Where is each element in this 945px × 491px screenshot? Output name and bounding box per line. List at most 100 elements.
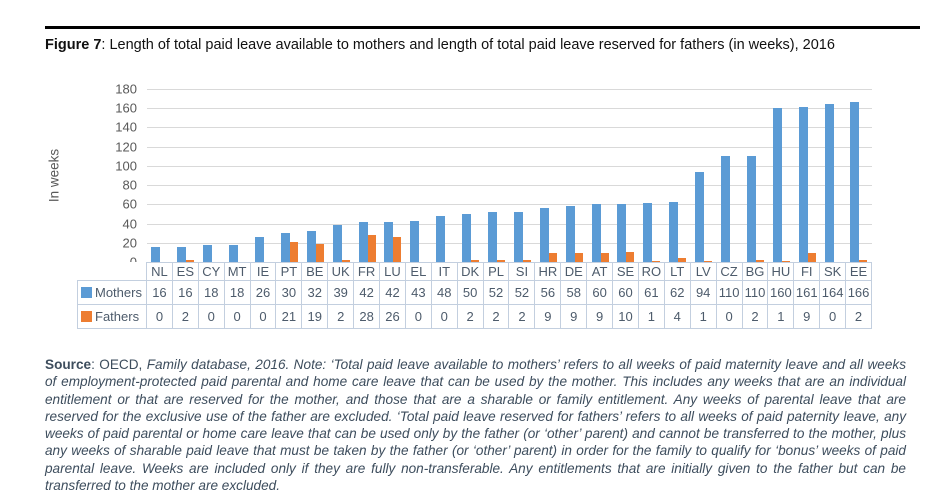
table-value-mothers-PL: 52 (483, 281, 510, 305)
legend-swatch-fathers (81, 311, 92, 322)
bar-fathers-HU (781, 261, 790, 262)
table-header-BG: BG (742, 262, 769, 281)
bar-fathers-FR (367, 235, 376, 262)
legend-label-fathers: Fathers (95, 309, 140, 324)
table-header-ES: ES (172, 262, 199, 281)
gridline-80 (147, 185, 872, 187)
table-value-fathers-HU: 1 (768, 305, 795, 329)
table-header-LU: LU (380, 262, 406, 281)
category-UK (328, 89, 354, 262)
table-value-fathers-FI: 9 (794, 305, 821, 329)
category-LU (380, 89, 406, 262)
y-axis-title-label: In weeks (46, 148, 62, 203)
bar-fathers-DE (574, 253, 583, 262)
table-corner-blank (77, 262, 147, 281)
gridline-40 (147, 223, 872, 225)
table-header-CY: CY (198, 262, 225, 281)
table-value-fathers-BG: 2 (742, 305, 769, 329)
y-tick-label-120: 120 (115, 139, 137, 155)
note-body: Family database, 2016. Note: ‘Total paid… (45, 357, 906, 491)
table-value-mothers-LT: 62 (664, 281, 691, 305)
gridline-160 (147, 108, 872, 110)
bar-fathers-BG (755, 260, 764, 262)
category-CZ (717, 89, 743, 262)
bar-fathers-FI (807, 253, 816, 262)
category-EL (406, 89, 432, 262)
table-header-NL: NL (147, 262, 173, 281)
bar-mothers-ES (177, 246, 187, 262)
bar-mothers-HU (772, 108, 782, 262)
table-value-mothers-UK: 39 (328, 281, 355, 305)
table-value-mothers-ES: 16 (172, 281, 199, 305)
bar-fathers-EE (859, 260, 868, 262)
bar-fathers-SE (626, 252, 635, 262)
category-SE (613, 89, 639, 262)
category-PT (276, 89, 302, 262)
table-value-fathers-CZ: 0 (716, 305, 743, 329)
table-value-mothers-IE: 26 (250, 281, 277, 305)
gridline-180 (147, 89, 872, 90)
table-value-fathers-IT: 0 (431, 305, 458, 329)
category-NL (147, 89, 173, 262)
table-value-mothers-SI: 52 (509, 281, 536, 305)
table-header-EE: EE (846, 262, 872, 281)
y-axis-ticks: 180160140120100806040200 (95, 82, 141, 270)
bar-mothers-BG (746, 156, 756, 262)
category-DE (561, 89, 587, 262)
table-value-fathers-SI: 2 (509, 305, 536, 329)
y-tick-label-60: 60 (122, 196, 137, 212)
bars-row (147, 89, 872, 262)
category-DK (458, 89, 484, 262)
bar-mothers-UK (332, 224, 342, 262)
category-PL (484, 89, 510, 262)
table-value-fathers-LT: 4 (664, 305, 691, 329)
table-value-fathers-ES: 2 (172, 305, 199, 329)
category-MT (225, 89, 251, 262)
gridline-120 (147, 146, 872, 148)
table-value-mothers-IT: 48 (431, 281, 458, 305)
table-value-mothers-MT: 18 (224, 281, 251, 305)
category-LT (665, 89, 691, 262)
table-value-mothers-NL: 16 (147, 281, 173, 305)
gridline-100 (147, 165, 872, 167)
table-value-mothers-SE: 60 (613, 281, 639, 305)
table-header-PT: PT (276, 262, 303, 281)
table-value-mothers-FI: 161 (794, 281, 821, 305)
table-value-mothers-AT: 60 (587, 281, 614, 305)
table-value-fathers-RO: 1 (638, 305, 665, 329)
table-value-fathers-EE: 2 (846, 305, 872, 329)
bar-mothers-DK (462, 213, 472, 262)
table-value-fathers-MT: 0 (224, 305, 251, 329)
bar-mothers-SK (824, 104, 834, 262)
table-value-fathers-PL: 2 (483, 305, 510, 329)
category-HU (768, 89, 794, 262)
bar-fathers-SI (522, 260, 531, 262)
table-header-IT: IT (431, 262, 458, 281)
bar-mothers-IT (436, 215, 446, 262)
gridline-60 (147, 204, 872, 206)
table-header-EL: EL (405, 262, 432, 281)
bar-mothers-RO (643, 203, 653, 262)
table-header-MT: MT (224, 262, 251, 281)
bar-mothers-CY (203, 244, 213, 262)
source-note: Source: OECD, Family database, 2016. Not… (45, 356, 906, 491)
category-IE (251, 89, 277, 262)
y-tick-label-100: 100 (115, 158, 137, 174)
bar-mothers-AT (591, 204, 601, 262)
bar-fathers-PT (289, 241, 298, 262)
figure-number: Figure 7 (45, 37, 102, 53)
table-header-FR: FR (354, 262, 381, 281)
table-value-fathers-BE: 19 (302, 305, 329, 329)
bar-fathers-LU (393, 237, 402, 262)
category-EE (846, 89, 872, 262)
bar-fathers-ES (186, 260, 195, 262)
legend-mothers: Mothers (77, 281, 147, 305)
gridline-140 (147, 127, 872, 129)
category-BE (302, 89, 328, 262)
table-value-fathers-EL: 0 (405, 305, 432, 329)
table-header-UK: UK (328, 262, 355, 281)
bar-fathers-BE (315, 243, 324, 262)
table-value-fathers-FR: 28 (354, 305, 381, 329)
table-header-HU: HU (768, 262, 795, 281)
